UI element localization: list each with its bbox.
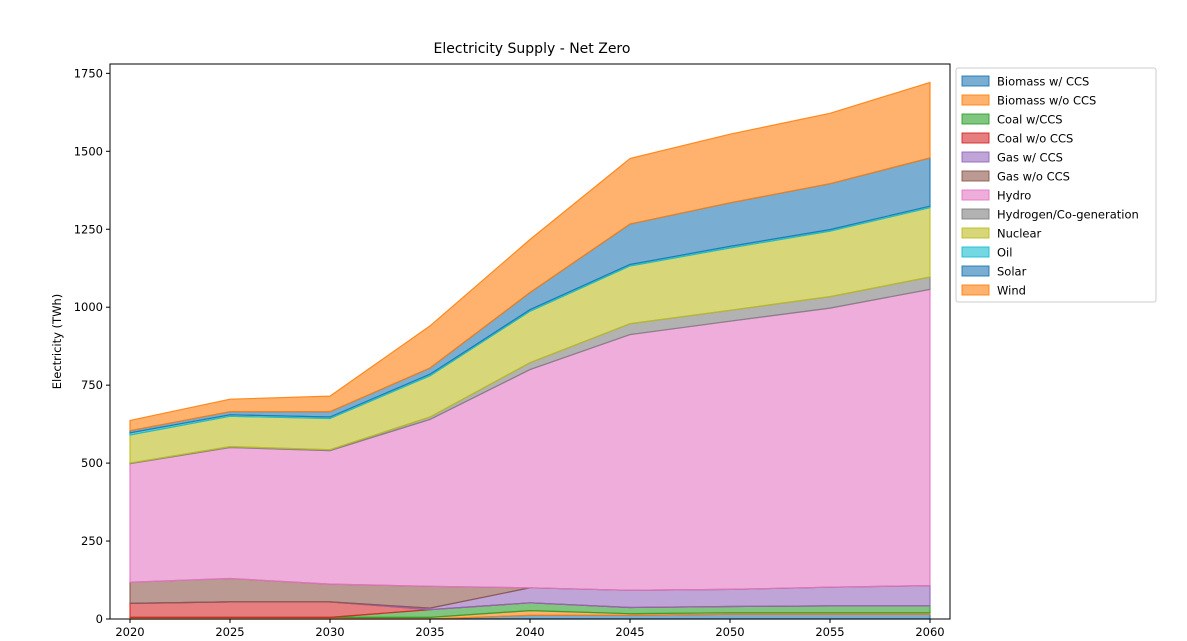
legend-label-gas-w-ccs: Gas w/ CCS (997, 151, 1063, 165)
x-tick-label: 2050 (715, 625, 744, 639)
area-wind (129, 81, 931, 432)
x-tick-label: 2040 (515, 625, 544, 639)
legend-swatch-biomass-w-ccs (961, 75, 990, 87)
x-tick-label: 2030 (315, 625, 344, 639)
x-tick-label: 2025 (215, 625, 244, 639)
legend-swatch-gas-w-o-ccs (961, 170, 990, 182)
legend-swatch-hydrogen-co-generation (961, 208, 990, 220)
y-tick-label: 750 (81, 378, 103, 392)
legend-label-coal-w-ccs: Coal w/CCS (997, 113, 1063, 127)
legend-label-wind: Wind (997, 284, 1026, 298)
legend-swatch-wind (961, 284, 990, 296)
legend-box (955, 67, 1157, 303)
x-tick-label: 2045 (615, 625, 644, 639)
legend-label-biomass-w-o-ccs: Biomass w/o CCS (997, 94, 1096, 108)
chart-title: Electricity Supply - Net Zero (434, 41, 631, 57)
legend-swatch-hydro (961, 189, 990, 201)
y-tick-label: 1750 (74, 66, 103, 80)
y-axis-label: Electricity (TWh) (50, 294, 64, 389)
y-axis: 0 250 500 750 1000 1250 1500 1750 (74, 66, 110, 626)
y-tick-label: 1250 (74, 222, 103, 236)
x-tick-label: 2055 (815, 625, 844, 639)
legend: Biomass w/ CCS Biomass w/o CCS Coal w/CCS C… (955, 67, 1157, 303)
legend-label-nuclear: Nuclear (997, 227, 1042, 241)
chart-plot-area (129, 81, 931, 620)
x-axis: 2020 2025 2030 2035 2040 2045 2050 2055 2060 (115, 619, 945, 639)
legend-swatch-solar (961, 265, 990, 277)
legend-label-oil: Oil (997, 246, 1012, 260)
y-tick-label: 0 (96, 612, 103, 626)
x-tick-label: 2035 (415, 625, 444, 639)
legend-swatch-coal-w-ccs (961, 113, 990, 125)
x-tick-label: 2020 (115, 625, 144, 639)
legend-label-solar: Solar (997, 265, 1027, 279)
legend-swatch-gas-w-ccs (961, 151, 990, 163)
legend-label-gas-w-o-ccs: Gas w/o CCS (997, 170, 1070, 184)
y-tick-label: 1500 (74, 144, 103, 158)
legend-label-coal-w-o-ccs: Coal w/o CCS (997, 132, 1073, 146)
legend-label-biomass-w-ccs: Biomass w/ CCS (997, 75, 1089, 89)
y-tick-label: 500 (81, 456, 103, 470)
legend-swatch-biomass-w-o-ccs (961, 94, 990, 106)
y-tick-label: 250 (81, 534, 103, 548)
legend-swatch-oil (961, 246, 990, 258)
y-tick-label: 1000 (74, 300, 103, 314)
x-tick-label: 2060 (915, 625, 944, 639)
legend-swatch-nuclear (961, 227, 990, 239)
legend-label-hydrogen-co-generation: Hydrogen/Co-generation (997, 208, 1139, 222)
legend-swatch-coal-w-o-ccs (961, 132, 990, 144)
legend-label-hydro: Hydro (997, 189, 1031, 203)
